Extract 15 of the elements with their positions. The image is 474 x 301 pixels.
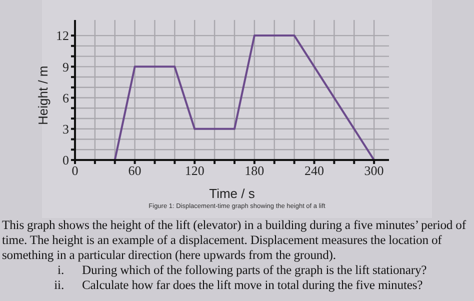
y-tick-label: 0 — [62, 152, 69, 168]
text: ii. Calculate how far does the lift move in total during the five minutes? — [54, 278, 423, 292]
text: i. During which of the following parts of the graph is the lift stationary? — [58, 263, 427, 277]
x-axis-title: Time / s — [209, 186, 256, 201]
x-tick-label: 180 — [244, 163, 264, 178]
y-tick-label: 6 — [62, 90, 70, 106]
text: This graph shows the height of the lift (elevator) in a building during a five minutes’ period of time. The height is an example of a displacement. Displacement measures the location of something in a particular direction (here upwards from the ground). — [2, 218, 467, 263]
x-tick-label: 300 — [364, 163, 384, 178]
y-tick-label: 3 — [62, 122, 69, 137]
x-tick-label: 120 — [184, 163, 204, 178]
y-axis-title: Height / m — [36, 66, 51, 125]
x-tick-label: 60 — [128, 163, 142, 178]
x-tick-label: 240 — [304, 163, 324, 178]
y-tick-label: 12 — [56, 28, 69, 44]
y-tick-label: 9 — [62, 59, 69, 74]
